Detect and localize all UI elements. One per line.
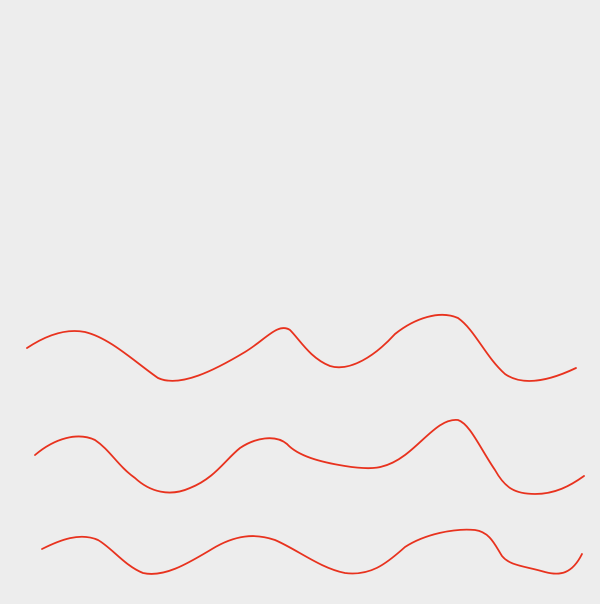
wave-line-middle (34, 419, 585, 495)
wave-line-bottom (41, 528, 583, 575)
wave-line-top (26, 314, 577, 382)
